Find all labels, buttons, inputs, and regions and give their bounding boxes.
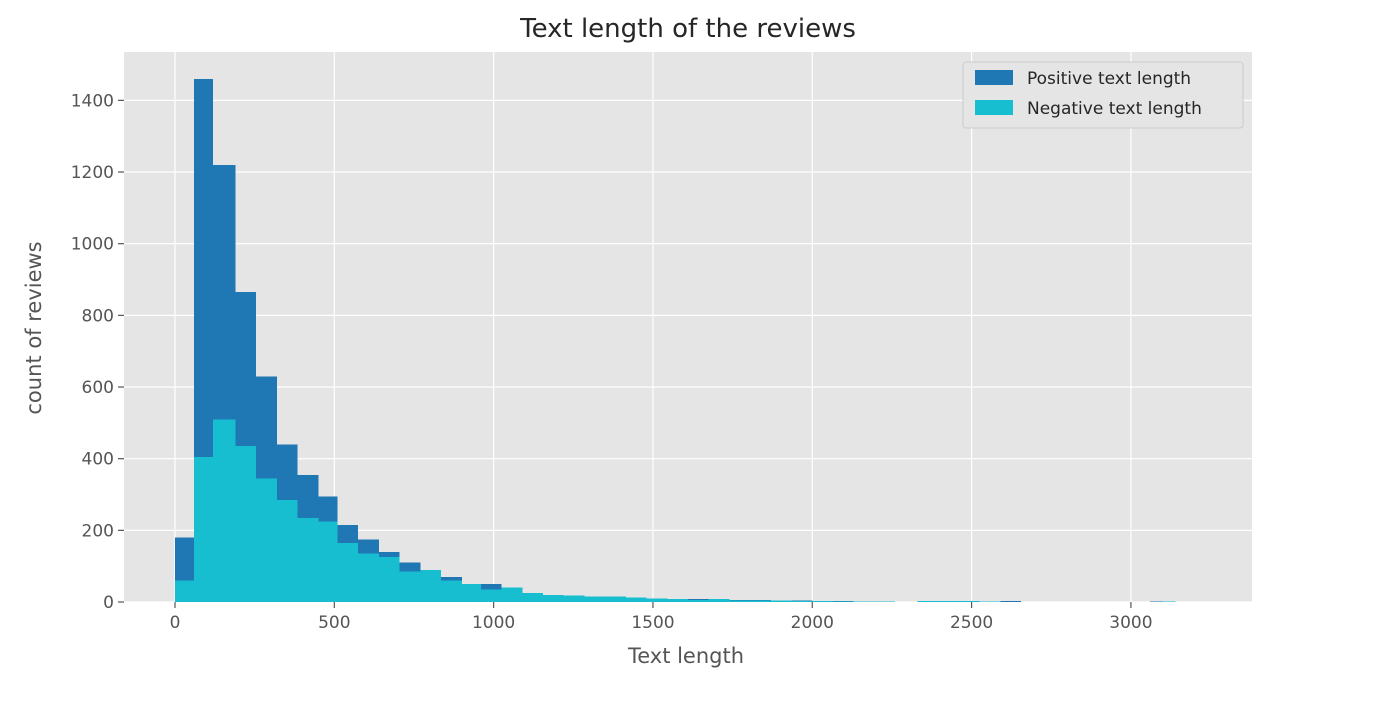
histogram-bar (337, 542, 359, 602)
histogram-bar (213, 419, 236, 602)
legend-swatch-positive (975, 70, 1013, 85)
histogram-bar (256, 478, 277, 602)
histogram-bar (917, 600, 939, 602)
histogram-bar (543, 594, 564, 602)
x-tick-label: 500 (318, 613, 350, 633)
histogram-bar (1162, 601, 1176, 602)
y-tick-label: 200 (82, 521, 114, 541)
histogram-bar (501, 587, 523, 602)
series-negative (174, 419, 1176, 602)
histogram-bar (358, 553, 379, 602)
y-tick-label: 800 (82, 306, 114, 326)
histogram-bar (563, 595, 585, 602)
y-tick-label: 400 (82, 450, 114, 470)
x-tick-label: 2000 (791, 613, 834, 633)
y-axis-label: count of reviews (22, 241, 46, 414)
histogram-bar (938, 600, 959, 602)
histogram-bar (770, 600, 792, 602)
histogram-bar (750, 600, 771, 602)
legend-label-positive: Positive text length (1027, 69, 1191, 89)
legend-label-negative: Negative text length (1027, 99, 1202, 119)
histogram-bar (276, 499, 298, 602)
y-tick-label: 0 (103, 593, 114, 613)
histogram-bar (420, 569, 442, 602)
bars-layer (174, 78, 1176, 602)
histogram-bar (832, 601, 854, 602)
tick-labels: 0 500 1000 1500 2000 2500 3000 0 200 400 600 800 100… (71, 91, 1153, 633)
histogram-bar (625, 597, 647, 602)
histogram-bar (297, 517, 319, 602)
histogram-bar (174, 580, 195, 602)
histogram-bar (853, 601, 875, 602)
y-tick-label: 600 (82, 378, 114, 398)
x-tick-label: 3000 (1109, 613, 1152, 633)
y-tick-label: 1200 (71, 163, 114, 183)
histogram-bar (1150, 601, 1173, 602)
histogram-bar (958, 600, 980, 602)
x-axis-label: Text length (627, 644, 744, 668)
histogram-bar (480, 589, 502, 602)
legend-swatch-negative (975, 100, 1013, 115)
y-tick-label: 1000 (71, 235, 114, 255)
histogram-bar (441, 580, 462, 602)
histogram-bar (461, 584, 481, 602)
x-tick-label: 0 (170, 613, 181, 633)
histogram-bar (584, 596, 606, 602)
histogram-bar (646, 598, 668, 602)
histogram-bar (605, 596, 626, 602)
y-tick-label: 1400 (71, 91, 114, 111)
histogram-bar (378, 557, 400, 602)
histogram-bar (1000, 600, 1021, 602)
x-tick-label: 1000 (472, 613, 515, 633)
chart-title: Text length of the reviews (519, 14, 856, 44)
histogram-bar (812, 600, 833, 602)
histogram-bar (399, 571, 421, 602)
histogram-bar (235, 446, 257, 602)
histogram-bar (688, 599, 709, 602)
histogram-bar (318, 521, 338, 602)
histogram-bar (729, 600, 751, 602)
histogram-bar (708, 599, 730, 602)
x-tick-label: 1500 (631, 613, 674, 633)
histogram-bar (791, 600, 813, 602)
legend: Positive text length Negative text lengt… (962, 61, 1244, 129)
x-tick-label: 2500 (950, 613, 993, 633)
histogram-bar (979, 601, 1001, 602)
histogram-bar (667, 599, 688, 602)
histogram-bar (522, 593, 544, 602)
histogram-bar (194, 456, 214, 602)
legend-box (962, 61, 1244, 129)
histogram-bar (874, 601, 896, 602)
